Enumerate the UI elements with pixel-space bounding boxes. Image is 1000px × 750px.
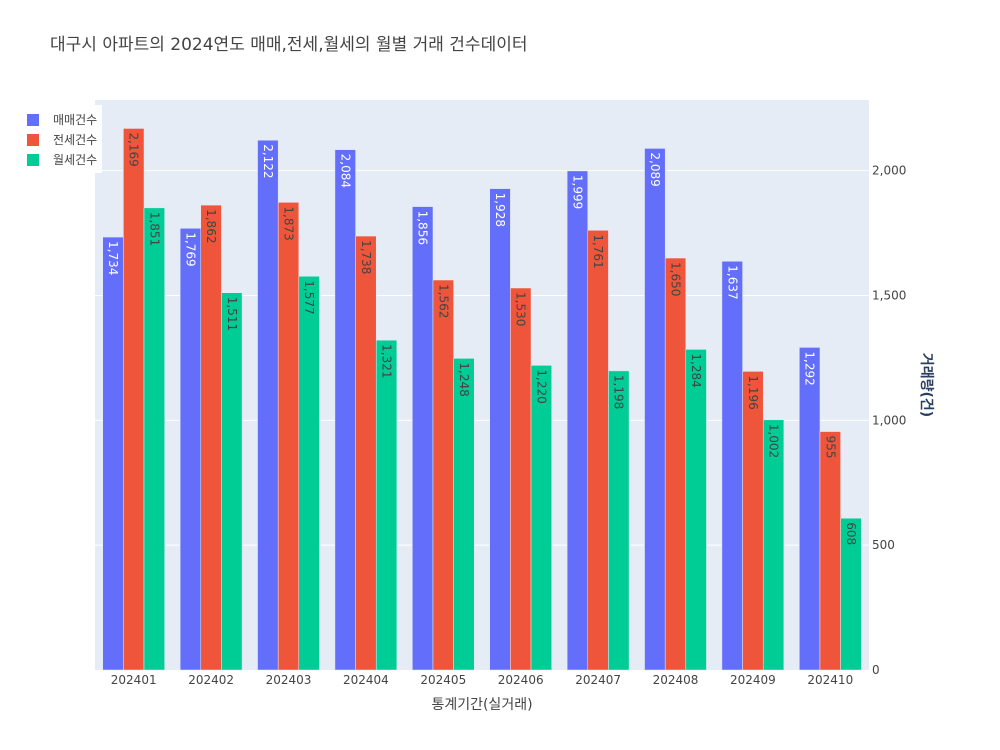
bar-sale[interactable] — [257, 139, 279, 671]
bar-jeonse[interactable] — [355, 235, 377, 671]
bar-sale[interactable] — [799, 347, 821, 671]
legend-item-label[interactable]: 월세건수 — [53, 153, 97, 167]
bar-jeonse[interactable] — [432, 279, 454, 671]
chart-title: 대구시 아파트의 2024연도 매매,전세,월세의 월별 거래 건수데이터 — [50, 35, 528, 55]
bar-jeonse[interactable] — [200, 204, 222, 671]
x-tick-label: 202404 — [343, 673, 389, 687]
bar-sale[interactable] — [412, 206, 434, 671]
bar-value-label: 1,002 — [767, 424, 781, 458]
bar-sale[interactable] — [102, 236, 124, 671]
bar-value-label: 2,169 — [127, 132, 141, 166]
bar-value-label: 1,284 — [689, 353, 703, 387]
x-tick-label: 202401 — [111, 673, 157, 687]
bar-value-label: 2,122 — [261, 144, 275, 178]
bar-jeonse[interactable] — [819, 431, 841, 671]
bar-jeonse[interactable] — [664, 257, 687, 671]
bar-value-label: 1,761 — [591, 234, 605, 268]
bar-monthly-rent[interactable] — [143, 207, 165, 671]
bar-jeonse[interactable] — [742, 371, 764, 671]
bar-value-label: 1,220 — [534, 369, 548, 403]
bar-value-label: 955 — [823, 436, 837, 459]
bar-value-label: 1,769 — [183, 232, 197, 266]
x-tick-label: 202407 — [575, 673, 621, 687]
x-tick-label: 202403 — [266, 673, 312, 687]
x-tick-label: 202402 — [188, 673, 234, 687]
x-axis-title: 통계기간(실거래) — [431, 697, 532, 713]
x-tick-label: 202409 — [730, 673, 776, 687]
bar-value-label: 2,089 — [648, 152, 662, 186]
y-axis-title: 거래량(건) — [918, 353, 935, 417]
legend-item-label[interactable]: 전세건수 — [53, 133, 97, 147]
bar-value-label: 1,637 — [725, 265, 739, 299]
bar-sale[interactable] — [644, 148, 666, 671]
bar-monthly-rent[interactable] — [608, 370, 630, 671]
legend-item-label[interactable]: 매매건수 — [53, 113, 97, 127]
bars: 1,734 2,169 1,851 1,769 1,862 1,511 2,122 1,873… — [102, 128, 862, 671]
y-tick-label: 500 — [872, 538, 895, 552]
bar-value-label: 1,734 — [106, 241, 120, 275]
bar-value-label: 1,530 — [514, 292, 528, 326]
x-tick-label: 202406 — [498, 673, 544, 687]
bar-sale[interactable] — [721, 261, 743, 671]
bar-value-label: 1,738 — [359, 240, 373, 274]
bar-monthly-rent[interactable] — [221, 292, 243, 671]
bar-value-label: 1,292 — [803, 351, 817, 385]
bar-value-label: 608 — [844, 522, 858, 545]
bar-jeonse[interactable] — [510, 287, 532, 671]
bar-jeonse[interactable] — [587, 230, 609, 671]
y-tick-label: 2,000 — [872, 164, 906, 178]
bar-value-label: 1,999 — [570, 175, 584, 209]
bar-sale[interactable] — [489, 188, 511, 671]
x-tick-label: 202410 — [807, 673, 853, 687]
bar-value-label: 1,851 — [147, 212, 161, 246]
legend-swatch[interactable] — [27, 154, 39, 166]
bar-sale[interactable] — [334, 149, 356, 671]
bar-sale[interactable] — [566, 170, 589, 671]
x-tick-label: 202405 — [420, 673, 466, 687]
bar-monthly-rent[interactable] — [840, 517, 862, 671]
bar-monthly-rent[interactable] — [685, 349, 707, 671]
bar-value-label: 1,196 — [746, 375, 760, 409]
bar-monthly-rent[interactable] — [453, 358, 475, 671]
bar-value-label: 1,577 — [302, 280, 316, 314]
y-axis-ticks: 0 500 1,000 1,500 2,000 — [872, 164, 906, 677]
bar-value-label: 1,856 — [416, 211, 430, 245]
x-axis-ticks: 202401 202402 202403 202404 202405 202406 2024… — [111, 673, 853, 687]
bar-value-label: 1,198 — [612, 375, 626, 409]
y-tick-label: 1,000 — [872, 413, 906, 427]
y-tick-label: 0 — [872, 663, 880, 677]
bar-value-label: 1,511 — [225, 297, 239, 331]
bar-value-label: 1,862 — [204, 209, 218, 243]
bar-value-label: 1,562 — [436, 284, 450, 318]
bar-value-label: 1,873 — [282, 206, 296, 240]
bar-jeonse[interactable] — [123, 128, 145, 671]
bar-monthly-rent[interactable] — [375, 339, 398, 671]
bar-sale[interactable] — [179, 228, 202, 671]
y-tick-label: 1,500 — [872, 288, 906, 302]
bar-value-label: 1,248 — [457, 362, 471, 396]
bar-value-label: 2,084 — [338, 154, 352, 188]
bar-value-label: 1,650 — [669, 262, 683, 296]
bar-value-label: 1,321 — [380, 344, 394, 378]
x-tick-label: 202408 — [653, 673, 699, 687]
bar-value-label: 1,928 — [493, 193, 507, 227]
legend-swatch[interactable] — [27, 114, 39, 126]
bar-monthly-rent[interactable] — [530, 365, 552, 671]
legend-swatch[interactable] — [27, 134, 39, 146]
bar-monthly-rent[interactable] — [762, 419, 785, 671]
bar-monthly-rent[interactable] — [298, 276, 320, 671]
bar-jeonse[interactable] — [277, 202, 300, 671]
